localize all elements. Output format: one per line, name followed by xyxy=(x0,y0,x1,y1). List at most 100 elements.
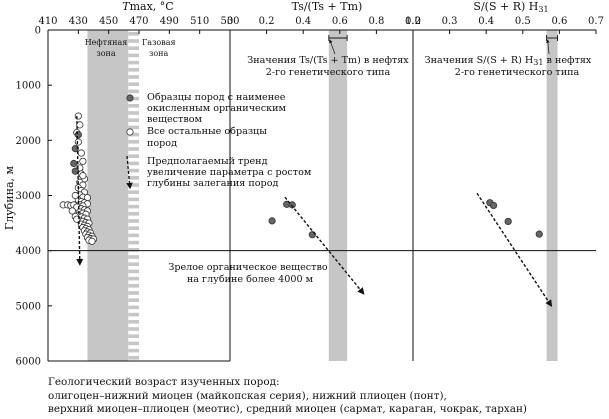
depth-tick-label: 3000 xyxy=(16,191,41,202)
s-s-r-trend xyxy=(476,192,553,308)
s-s-r-tick-labels: 0.2 0.3 0.4 0.5 0.6 0.7 xyxy=(405,16,604,34)
other-sample-point xyxy=(79,157,87,165)
gas-zone-hatch xyxy=(128,334,139,338)
tmax-title: Tmax, °C xyxy=(122,0,173,13)
less-oxidized-sample-point xyxy=(504,217,512,226)
gas-zone-hatch xyxy=(128,53,139,58)
legend-open-line2: пород xyxy=(147,138,177,149)
gas-zone-hatch xyxy=(128,248,139,252)
s-s-r-title-main: S/(S + R) H xyxy=(473,0,538,13)
depth-tick-label: 1000 xyxy=(16,81,41,92)
s-s-r-points xyxy=(486,199,543,238)
gas-zone-hatch xyxy=(128,161,139,166)
depth-tick-label: 0 xyxy=(35,26,41,37)
ts-tm-tick-label: 0 xyxy=(227,16,233,27)
legend-trend-line3: глубины залегания пород xyxy=(147,178,278,189)
legend-open-line1: Все остальные образцы xyxy=(147,126,267,137)
gas-zone-hatch xyxy=(128,89,139,94)
caption-line1: Геологический возраст изученных пород: xyxy=(48,376,279,388)
other-sample-point xyxy=(77,149,85,157)
gas-zone-hatch xyxy=(128,190,139,194)
caption-line2: олигоцен–нижний миоцен (майкопская серия… xyxy=(48,390,447,402)
ts-tm-trend xyxy=(284,196,365,295)
less-oxidized-sample-point xyxy=(74,131,82,139)
tmax-title-italic: T xyxy=(122,0,131,13)
gas-zone-hatch xyxy=(128,284,139,288)
gas-zone-hatch xyxy=(128,104,139,108)
s-s-r-band-note-tail: в нефтях xyxy=(543,55,591,66)
s-s-r-band-note-main: Значения S/(S + R) H xyxy=(425,55,534,66)
s-s-r-band-note-sub: 31 xyxy=(533,58,543,67)
ts-tm-band-note-line2: 2-го генетического типа xyxy=(266,67,391,78)
tmax-zone-labels: Нефтяная зона Газовая зона xyxy=(85,38,176,58)
s-s-r-band-rect xyxy=(546,30,558,361)
gas-zone-hatch xyxy=(128,240,139,245)
gas-zone-hatch xyxy=(128,39,139,43)
ts-tm-tick-label: 0.6 xyxy=(332,16,348,27)
s-s-r-tick-label: 0.3 xyxy=(442,16,458,27)
ts-tm-tick-label: 1.0 xyxy=(405,16,421,27)
less-oxidized-sample-point xyxy=(288,201,296,209)
gas-zone-hatch xyxy=(128,154,139,158)
mature-note-line1: Зрелое органическое вещество xyxy=(168,262,327,273)
s-s-r-band-note-line1: Значения S/(S + R) H31 в нефтях xyxy=(425,55,592,67)
gas-zone-hatch xyxy=(128,269,139,274)
gas-zone-hatch xyxy=(128,276,139,281)
tmax-zones xyxy=(87,30,139,361)
other-sample-point xyxy=(74,112,82,120)
s-s-r-tick-label: 0.2 xyxy=(405,16,421,27)
depth-axis: Глубина, м 0 1000 2000 3000 4000 5000 6000 xyxy=(3,26,41,368)
ts-tm-tick-label: 0.8 xyxy=(368,16,384,27)
tmax-tick-label: 510 xyxy=(190,16,209,27)
legend-open-marker xyxy=(126,128,134,136)
gas-zone-hatch xyxy=(128,168,139,173)
gas-zone-hatch xyxy=(128,312,139,317)
gas-zone-hatch xyxy=(128,118,139,122)
other-sample-point xyxy=(74,138,82,146)
gas-zone-hatch xyxy=(128,327,139,331)
depth-tick-label: 5000 xyxy=(16,301,41,312)
s-s-r-band xyxy=(546,30,559,361)
gas-zone-hatch xyxy=(128,183,139,187)
mature-note-line2: на глубине более 4000 м xyxy=(187,274,314,285)
gas-zone-hatch xyxy=(128,60,139,65)
oil-zone-label-line2: зона xyxy=(96,49,116,58)
other-sample-point xyxy=(68,207,76,215)
gas-zone-hatch xyxy=(128,255,139,259)
ts-tm-title: Ts/(Ts + Tm) xyxy=(292,0,363,13)
gas-zone-hatch xyxy=(128,46,139,50)
tmax-tick-label: 530 xyxy=(220,16,239,27)
other-sample-point xyxy=(88,237,96,245)
legend-trend-line1: Предполагаемый тренд xyxy=(147,156,268,167)
gas-zone-hatch xyxy=(128,226,139,230)
depth-tick-label: 4000 xyxy=(16,246,41,257)
gas-zone-label-line2: зона xyxy=(149,49,169,58)
gas-zone-hatch xyxy=(128,68,139,72)
oil-zone-label-line1: Нефтяная xyxy=(85,38,128,47)
oil-zone-band xyxy=(87,30,129,361)
less-oxidized-sample-point xyxy=(70,159,78,168)
caption-line3: верхний миоцен–плиоцен (меотис), средний… xyxy=(48,403,527,415)
depth-tick-label: 6000 xyxy=(16,357,41,368)
tmax-tick-label: 430 xyxy=(69,16,88,27)
tmax-tick-label: 470 xyxy=(129,16,148,27)
tmax-tick-labels: 410 430 450 470 490 510 530 xyxy=(38,16,240,34)
s-s-r-tick-label: 0.4 xyxy=(478,16,494,27)
legend-filled-line3: веществом xyxy=(147,114,203,125)
less-oxidized-sample-point xyxy=(535,230,543,238)
s-s-r-tick-label: 0.5 xyxy=(515,16,531,27)
gas-zone-hatch xyxy=(128,233,139,238)
tmax-tick-label: 410 xyxy=(38,16,57,27)
gas-zone-band xyxy=(128,30,139,361)
depth-tick-labels: 0 1000 2000 3000 4000 5000 6000 xyxy=(16,26,41,368)
gas-zone-hatch xyxy=(128,82,139,86)
gas-zone-hatch xyxy=(128,341,139,346)
mature-note: Зрелое органическое вещество на глубине … xyxy=(168,262,327,285)
s-s-r-band-note-pointer xyxy=(546,39,550,55)
gas-zone-hatch xyxy=(128,212,139,216)
s-s-r-trend-arrow xyxy=(476,192,553,308)
other-sample-point xyxy=(71,191,79,200)
gas-zone-hatch xyxy=(128,111,139,115)
gas-zone-hatch xyxy=(128,305,139,310)
